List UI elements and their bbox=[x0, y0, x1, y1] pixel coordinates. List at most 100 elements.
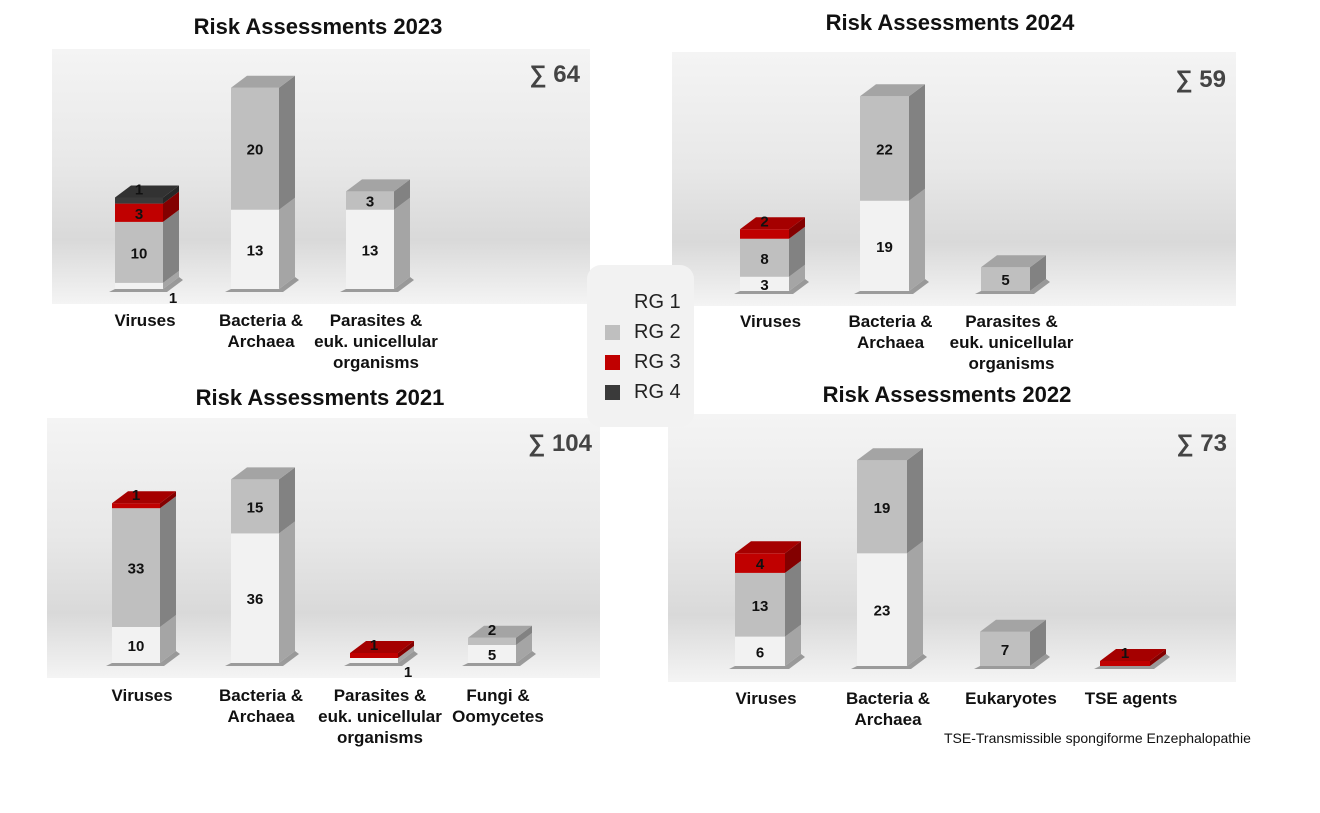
segment-rg-2: 5 bbox=[981, 255, 1046, 291]
bar-shadow bbox=[225, 277, 299, 292]
segment-front bbox=[346, 209, 394, 289]
segment-top bbox=[981, 255, 1046, 268]
data-label: 3 bbox=[135, 206, 143, 223]
segment-rg-2: 3 bbox=[346, 179, 410, 211]
segment-side bbox=[907, 448, 923, 554]
segment-front bbox=[115, 221, 163, 283]
category-label: Archaea bbox=[854, 710, 922, 729]
total-label: ∑ 59 bbox=[1176, 66, 1226, 93]
bar-bacteria-archaea: 23 19 bbox=[851, 448, 927, 669]
segment-side bbox=[279, 467, 295, 534]
data-label: 5 bbox=[1001, 272, 1009, 289]
segment-front bbox=[735, 636, 785, 666]
category-label: euk. unicellular bbox=[950, 333, 1074, 352]
data-label: 10 bbox=[131, 245, 148, 262]
segment-side bbox=[785, 624, 801, 666]
data-label: 36 bbox=[247, 591, 264, 608]
segment-rg-3: 3 bbox=[115, 191, 179, 223]
segment-top bbox=[112, 491, 176, 504]
data-label: 8 bbox=[760, 251, 768, 268]
segment-side bbox=[160, 615, 176, 663]
segment-side bbox=[907, 541, 923, 666]
chart-title: Risk Assessments 2024 bbox=[826, 10, 1075, 35]
segment-rg-1: 5 bbox=[468, 633, 532, 664]
segment-side bbox=[789, 264, 805, 291]
segment-top bbox=[231, 75, 295, 88]
segment-rg-1: 1 bbox=[115, 270, 179, 307]
segment-rg-3: 1 bbox=[1100, 645, 1166, 666]
segment-top bbox=[468, 625, 532, 638]
segment-rg-1: 23 bbox=[857, 541, 923, 666]
segment-side bbox=[398, 641, 414, 658]
bar-viruses: 10 33 1 bbox=[106, 487, 180, 666]
segment-side bbox=[163, 209, 179, 283]
chart-title: Risk Assessments 2022 bbox=[823, 382, 1072, 407]
segment-side bbox=[160, 491, 176, 509]
bar-shadow bbox=[225, 651, 299, 666]
segment-front bbox=[740, 238, 789, 277]
segment-front bbox=[1100, 661, 1150, 666]
bar-parasites-euk-unicellular-organisms: 11 bbox=[344, 637, 418, 681]
footnote: TSE-Transmissible spongiforme Enzephalop… bbox=[944, 730, 1251, 746]
data-label: 1 bbox=[135, 182, 143, 199]
segment-side bbox=[279, 75, 295, 210]
bar-bacteria-archaea: 13 20 bbox=[225, 75, 299, 292]
data-label: 1 bbox=[1121, 645, 1129, 662]
category-label: Oomycetes bbox=[452, 707, 544, 726]
category-label: Bacteria & bbox=[846, 689, 930, 708]
bar-eukaryotes: 7 bbox=[974, 619, 1050, 669]
bar-shadow bbox=[106, 651, 180, 666]
segment-top bbox=[735, 541, 801, 554]
segment-front bbox=[231, 479, 279, 534]
bar-viruses: 3 8 2 bbox=[734, 213, 809, 294]
data-label: 1 bbox=[169, 290, 177, 307]
data-label: 3 bbox=[366, 194, 374, 211]
segment-front bbox=[735, 572, 785, 637]
legend-item-rg1: RG 1 bbox=[605, 291, 681, 313]
data-label: 7 bbox=[1001, 642, 1009, 659]
segment-side bbox=[516, 625, 532, 645]
segment-top bbox=[350, 641, 414, 653]
segment-rg-1: 3 bbox=[740, 264, 805, 294]
category-label: Archaea bbox=[857, 333, 925, 352]
segment-side bbox=[398, 646, 414, 663]
segment-side bbox=[785, 541, 801, 573]
segment-rg-2: 22 bbox=[860, 84, 925, 201]
segment-side bbox=[789, 217, 805, 239]
bar-viruses: 1 10 3 1 bbox=[109, 182, 183, 307]
segment-side bbox=[394, 197, 410, 289]
data-label: 3 bbox=[760, 277, 768, 294]
segment-side bbox=[785, 560, 801, 637]
segment-rg-2: 10 bbox=[115, 209, 179, 283]
segment-front bbox=[857, 460, 907, 554]
bar-shadow bbox=[340, 277, 414, 292]
segment-front bbox=[468, 637, 516, 645]
legend-swatch-rg1 bbox=[605, 294, 620, 310]
data-label: 10 bbox=[128, 638, 145, 655]
category-label: Viruses bbox=[735, 689, 796, 708]
segment-side bbox=[1030, 619, 1046, 666]
segment-rg-2: 19 bbox=[857, 448, 923, 554]
bar-tse-agents: 1 bbox=[1094, 645, 1170, 669]
segment-side bbox=[394, 179, 410, 210]
data-label: 1 bbox=[404, 664, 412, 681]
data-label: 5 bbox=[488, 647, 496, 664]
bar-parasites-euk-unicellular-organisms: 5 bbox=[975, 255, 1050, 294]
segment-front bbox=[350, 658, 398, 663]
segment-front bbox=[981, 267, 1030, 291]
category-label: euk. unicellular bbox=[314, 332, 438, 351]
bar-shadow bbox=[734, 279, 809, 294]
legend-item-rg2: RG 2 bbox=[605, 321, 681, 343]
category-label: organisms bbox=[337, 728, 423, 747]
segment-rg-2: 33 bbox=[112, 496, 176, 627]
segment-rg-1: 1 bbox=[350, 646, 414, 681]
bar-shadow bbox=[109, 277, 183, 292]
segment-front bbox=[231, 209, 279, 289]
segment-side bbox=[163, 185, 179, 204]
segment-rg-3: 1 bbox=[112, 487, 176, 509]
category-label: Bacteria & bbox=[219, 686, 303, 705]
segment-side bbox=[516, 633, 532, 663]
data-label: 2 bbox=[760, 213, 768, 230]
data-label: 13 bbox=[752, 598, 769, 615]
